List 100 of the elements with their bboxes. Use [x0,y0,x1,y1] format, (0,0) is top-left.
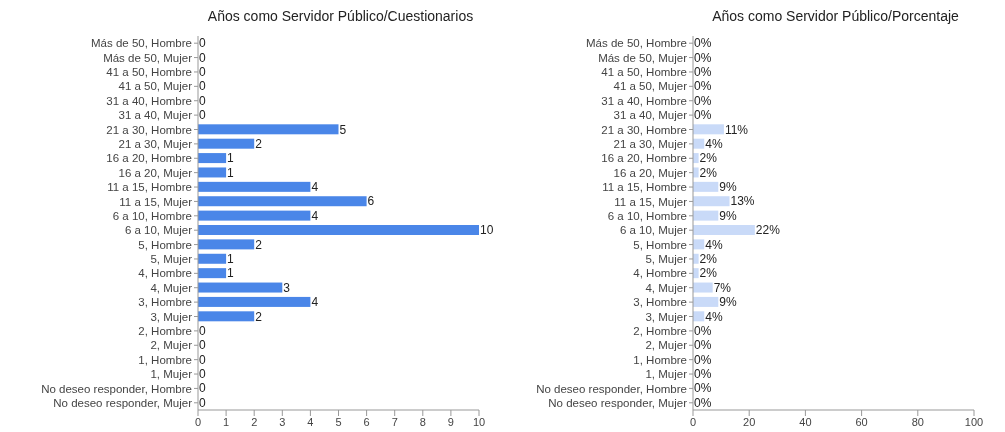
data-label: 4% [705,237,723,252]
bar [693,124,724,135]
data-label: 0 [199,64,206,79]
bar [693,210,719,221]
data-label: 9% [719,180,737,195]
x-tick-label: 6 [363,415,370,428]
data-label: 2 [255,136,263,151]
y-tick-label: 2, Hombre [138,324,192,337]
data-label: 1 [227,151,235,166]
data-label: 1 [227,266,235,281]
bar [693,296,719,307]
data-label: 1 [227,165,235,180]
y-tick-label: 21 a 30, Hombre [106,123,192,136]
y-tick-label: 41 a 50, Mujer [613,80,688,93]
y-tick-label: 6 a 10, Hombre [607,209,687,222]
y-tick-label: 4, Mujer [645,281,688,294]
bar [198,268,227,279]
data-label: 2% [699,251,718,266]
data-label: 4 [311,208,319,223]
y-tick-label: Más de 50, Mujer [598,51,688,64]
x-tick-label: 9 [447,415,454,428]
x-tick-label: 80 [911,415,924,428]
data-label: 0 [199,367,206,382]
y-tick-label: 4, Hombre [138,267,192,280]
data-label: 11% [724,122,749,137]
x-tick-label: 10 [472,415,486,428]
y-tick-label: 1, Mujer [645,368,688,381]
y-tick-label: 31 a 40, Mujer [118,109,193,122]
bar [198,210,311,221]
bar [198,282,283,293]
data-label: 0 [199,79,206,94]
data-label: 22% [755,223,781,238]
bar [198,124,339,135]
x-tick-label: 4 [307,415,314,428]
y-tick-label: 2, Hombre [633,324,687,337]
y-tick-label: 3, Hombre [138,296,192,309]
data-label: 0% [694,367,712,382]
chart-title: Años como Servidor Público/Cuestionarios [206,8,475,26]
x-tick-label: 20 [743,415,756,428]
bar [693,225,755,235]
y-tick-label: 3, Hombre [633,296,687,309]
y-tick-label: 21 a 30, Hombre [601,123,687,136]
x-tick-label: 0 [194,415,202,428]
x-tick-label: 8 [419,415,426,428]
bar [198,253,227,264]
data-label: 0% [694,108,712,123]
x-tick-label: 3 [279,415,286,428]
y-tick-label: 5, Hombre [138,238,192,251]
y-tick-label: 41 a 50, Mujer [118,80,193,93]
x-tick-label: 0 [689,415,697,428]
data-label: 0% [694,50,712,65]
bar [198,138,255,149]
data-label: 0% [694,338,712,353]
data-label: 4% [705,136,723,151]
data-label: 1 [227,251,235,266]
x-tick-label: 2 [251,415,258,428]
data-label: 0% [694,352,712,367]
y-tick-label: 11 a 15, Hombre [107,181,192,194]
bar [198,296,311,307]
y-tick-label: 31 a 40, Mujer [613,109,688,122]
data-label: 4 [311,180,319,195]
y-tick-label: 31 a 40, Hombre [601,94,687,107]
data-label: 0% [694,36,712,51]
data-label: 0 [199,36,206,51]
y-tick-label: 11 a 15, Mujer [119,195,193,208]
data-label: 2 [255,309,263,324]
x-tick-label: 60 [855,415,868,428]
y-tick-label: No deseo responder, Hombre [41,382,192,395]
data-label: 0% [694,93,712,108]
chart-title: Años como Servidor Público/Porcentaje [711,8,960,26]
bar [198,167,227,178]
y-tick-label: 3, Mujer [150,310,193,323]
data-label: 13% [730,194,755,209]
y-tick-label: 5, Hombre [633,238,687,251]
bar [198,239,255,250]
data-label: 0% [694,381,712,396]
data-label: 0% [694,64,712,79]
data-label: 0% [694,323,712,338]
y-tick-label: 6 a 10, Mujer [124,224,193,237]
y-tick-label: 11 a 15, Hombre [602,181,687,194]
data-label: 2 [255,237,263,252]
x-tick-label: 1 [223,415,230,428]
bar [198,153,227,164]
data-label: 0 [199,352,206,367]
x-tick-label: 7 [391,415,398,428]
y-tick-label: 2, Mujer [645,339,688,352]
y-tick-label: 16 a 20, Mujer [118,166,193,179]
data-label: 0 [199,108,206,123]
y-tick-label: 6 a 10, Mujer [619,224,688,237]
y-tick-label: 6 a 10, Hombre [112,209,192,222]
data-label: 2% [699,165,718,180]
bar [198,225,479,235]
data-label: 9% [719,295,737,310]
bar [693,196,730,207]
y-tick-label: Más de 50, Hombre [586,37,687,50]
y-tick-label: 3, Mujer [645,310,688,323]
x-tick-label: 5 [335,415,342,428]
y-tick-label: 4, Hombre [633,267,687,280]
data-label: 9% [719,208,737,223]
x-tick-label: 100 [964,415,984,428]
